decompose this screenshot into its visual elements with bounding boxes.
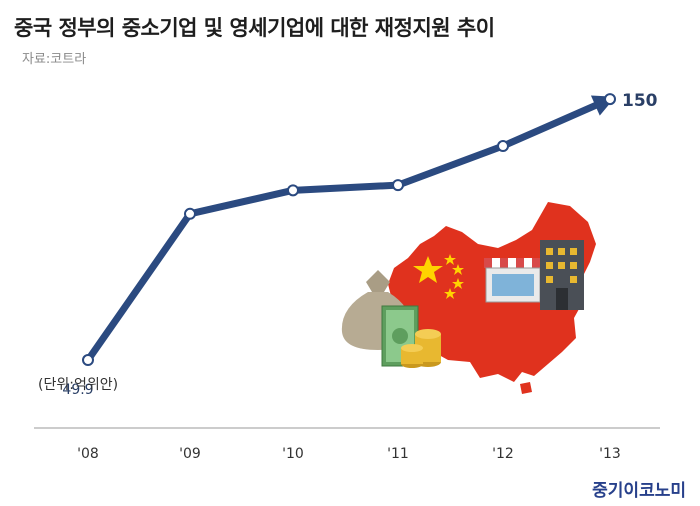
data-label: 49.9 xyxy=(62,382,93,398)
small-star-icon xyxy=(452,264,464,275)
china-map-illustration xyxy=(341,202,596,394)
x-tick-label: '13 xyxy=(599,446,621,462)
big-star-icon xyxy=(413,256,443,283)
x-tick-label: '12 xyxy=(492,446,514,462)
x-tick-label: '11 xyxy=(387,446,409,462)
small-star-icon xyxy=(452,278,464,289)
chart-title: 중국 정부의 중소기업 및 영세기업에 대한 재정지원 추이 xyxy=(14,16,495,40)
data-point xyxy=(392,179,404,192)
data-point xyxy=(287,184,299,197)
building-icon xyxy=(540,240,584,310)
data-point xyxy=(497,140,509,153)
brand-logo: 중기이코노미 xyxy=(592,481,686,501)
data-point xyxy=(82,354,94,367)
unit-label: (단위:억위안) xyxy=(38,377,119,393)
x-tick-label: '08 xyxy=(77,446,99,462)
data-point xyxy=(604,93,616,106)
hainan-island xyxy=(520,382,532,394)
chart-layer: '08 '09 '10 '11 '12 '13 49.9 150 xyxy=(62,91,657,462)
shop-icon xyxy=(484,258,542,303)
coins-icon xyxy=(401,329,441,368)
small-star-icon xyxy=(444,288,456,299)
source-note: 자료:코트라 xyxy=(22,52,87,67)
x-tick-label: '09 xyxy=(179,446,201,462)
data-label: 150 xyxy=(622,91,658,111)
data-point xyxy=(184,207,196,220)
x-tick-label: '10 xyxy=(282,446,304,462)
small-star-icon xyxy=(444,254,456,265)
series-line xyxy=(85,95,612,363)
